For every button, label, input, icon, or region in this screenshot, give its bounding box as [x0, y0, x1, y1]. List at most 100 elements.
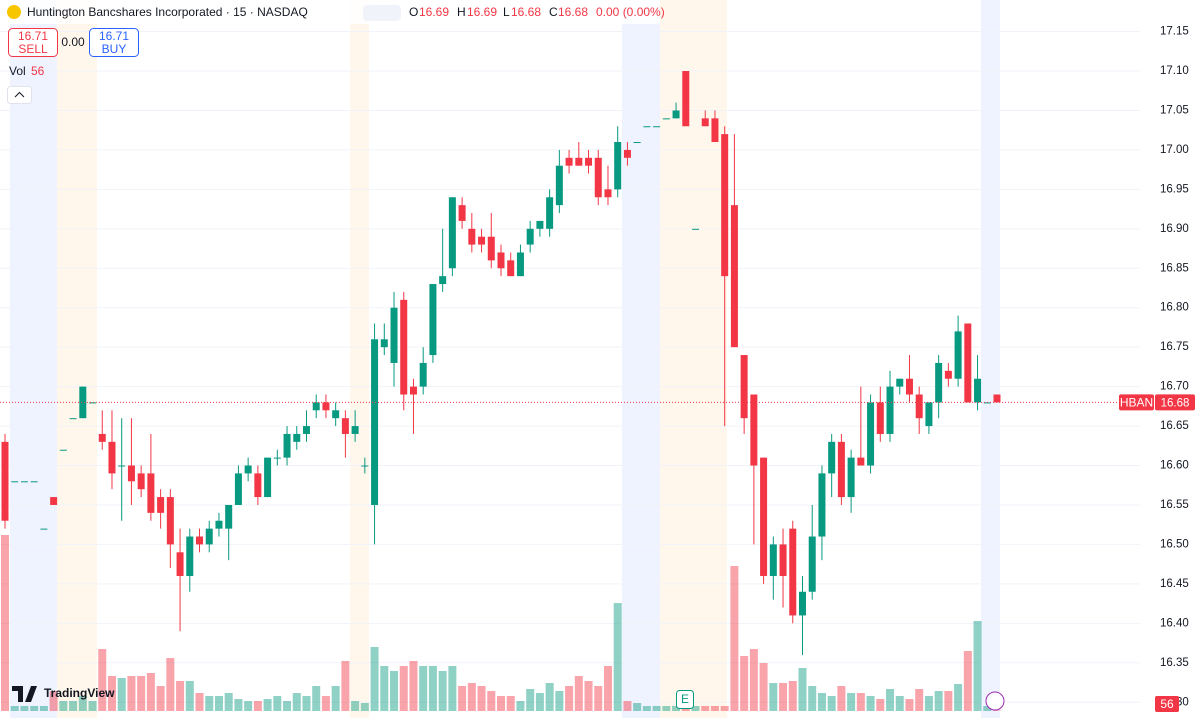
- candle-body: [925, 402, 933, 427]
- candle-body: [40, 528, 48, 530]
- candle-body: [458, 205, 466, 221]
- assistant-icon[interactable]: [985, 691, 1005, 711]
- volume-bar: [390, 671, 399, 711]
- brand-name: TradingView: [44, 686, 115, 700]
- volume-bar: [59, 701, 68, 711]
- candle-body: [828, 441, 836, 474]
- legend-c: 16.68: [558, 5, 588, 19]
- candle-body: [487, 236, 495, 261]
- candle-body: [633, 142, 641, 144]
- candle-body: [750, 394, 758, 466]
- candle-body: [769, 544, 777, 576]
- trade-buttons: 16.71 SELL 0.00 16.71 BUY Vol 56: [7, 28, 139, 104]
- volume-bar: [817, 693, 826, 711]
- earnings-marker[interactable]: [676, 690, 694, 709]
- candle-body: [273, 457, 281, 459]
- volume-bar: [146, 673, 155, 711]
- candle-body: [789, 528, 797, 616]
- volume-bar: [127, 676, 136, 711]
- candle-body: [254, 473, 262, 498]
- volume-bar: [915, 689, 924, 711]
- candle-body: [857, 457, 865, 466]
- volume-bar: [672, 706, 681, 711]
- candle-body: [419, 362, 427, 387]
- volume-bar: [944, 691, 953, 711]
- y-tick-label: 17.00: [1160, 144, 1189, 156]
- session-band: [660, 0, 727, 718]
- symbol-tag: HBAN: [1120, 396, 1153, 410]
- volume-bar: [292, 693, 301, 711]
- y-tick-label: 16.90: [1160, 223, 1189, 235]
- volume-bar: [837, 686, 846, 711]
- candle-body: [837, 441, 845, 498]
- volume-bar: [633, 703, 642, 711]
- session-band: [57, 0, 97, 718]
- candle-body: [614, 142, 622, 190]
- candle-body: [215, 520, 223, 529]
- volume-bar: [963, 651, 972, 711]
- legend-c-label: C: [549, 5, 558, 19]
- volume-bar: [98, 649, 107, 711]
- candle-body: [283, 433, 291, 458]
- volume-bar: [224, 693, 233, 711]
- volume-bar: [710, 706, 719, 711]
- candle-body: [682, 71, 690, 127]
- legend-l: 16.68: [511, 5, 541, 19]
- candle-body: [322, 402, 330, 411]
- candle-body: [478, 236, 486, 245]
- candles: [1, 71, 1001, 655]
- buy-price: 16.71: [99, 29, 129, 43]
- volume-bar: [545, 683, 554, 711]
- candle-body: [516, 252, 524, 277]
- candle-body: [867, 402, 875, 466]
- volume-bar: [166, 658, 175, 711]
- volume-bar: [876, 699, 885, 711]
- candle-body: [672, 110, 680, 119]
- volume-bar: [769, 683, 778, 711]
- y-tick-label: 17.05: [1160, 104, 1189, 116]
- volume-bar: [497, 696, 505, 711]
- candle-body: [69, 418, 77, 420]
- price-tag-bg: [1155, 394, 1195, 411]
- y-tick-label: 16.80: [1160, 302, 1189, 314]
- legend-change: 0.00 (0.00%): [596, 5, 665, 19]
- volume-bar: [934, 691, 943, 711]
- volume-bar: [642, 706, 651, 711]
- volume-bar: [477, 686, 486, 711]
- volume-bar: [205, 696, 214, 711]
- volume-bar: [360, 703, 369, 711]
- buy-label: BUY: [102, 42, 127, 56]
- candle-body: [50, 497, 58, 505]
- volume-bar: [759, 663, 768, 711]
- session-band: [350, 0, 369, 718]
- y-tick-label: 16.50: [1160, 538, 1189, 550]
- candle-body: [993, 394, 1001, 403]
- y-tick-label: 16.65: [1160, 420, 1189, 432]
- candle-body: [944, 370, 952, 379]
- session-band: [981, 0, 1000, 718]
- spread: 0.00: [61, 35, 85, 49]
- brand-logo: [12, 686, 37, 702]
- volume-bar: [740, 656, 749, 711]
- sell-button[interactable]: [8, 28, 58, 57]
- volume-bar: [302, 696, 311, 711]
- buy-button[interactable]: [89, 28, 139, 57]
- volume-bar: [253, 701, 262, 711]
- candle-body: [380, 339, 388, 348]
- candle-body: [497, 252, 505, 269]
- y-tick-label: 16.40: [1160, 617, 1189, 629]
- volume-bar: [107, 676, 116, 711]
- brand: TradingView: [12, 686, 115, 702]
- y-tick-label: 16.35: [1160, 657, 1189, 669]
- volume-bar: [467, 683, 476, 711]
- candle-body: [332, 410, 340, 419]
- volume-bar: [39, 706, 48, 711]
- collapse-button[interactable]: [7, 86, 32, 104]
- candle-body: [225, 504, 233, 529]
- y-tick-label: 17.10: [1160, 65, 1189, 77]
- volume-bar: [312, 686, 321, 711]
- volume-bar: [535, 693, 544, 711]
- candle-body: [234, 473, 242, 505]
